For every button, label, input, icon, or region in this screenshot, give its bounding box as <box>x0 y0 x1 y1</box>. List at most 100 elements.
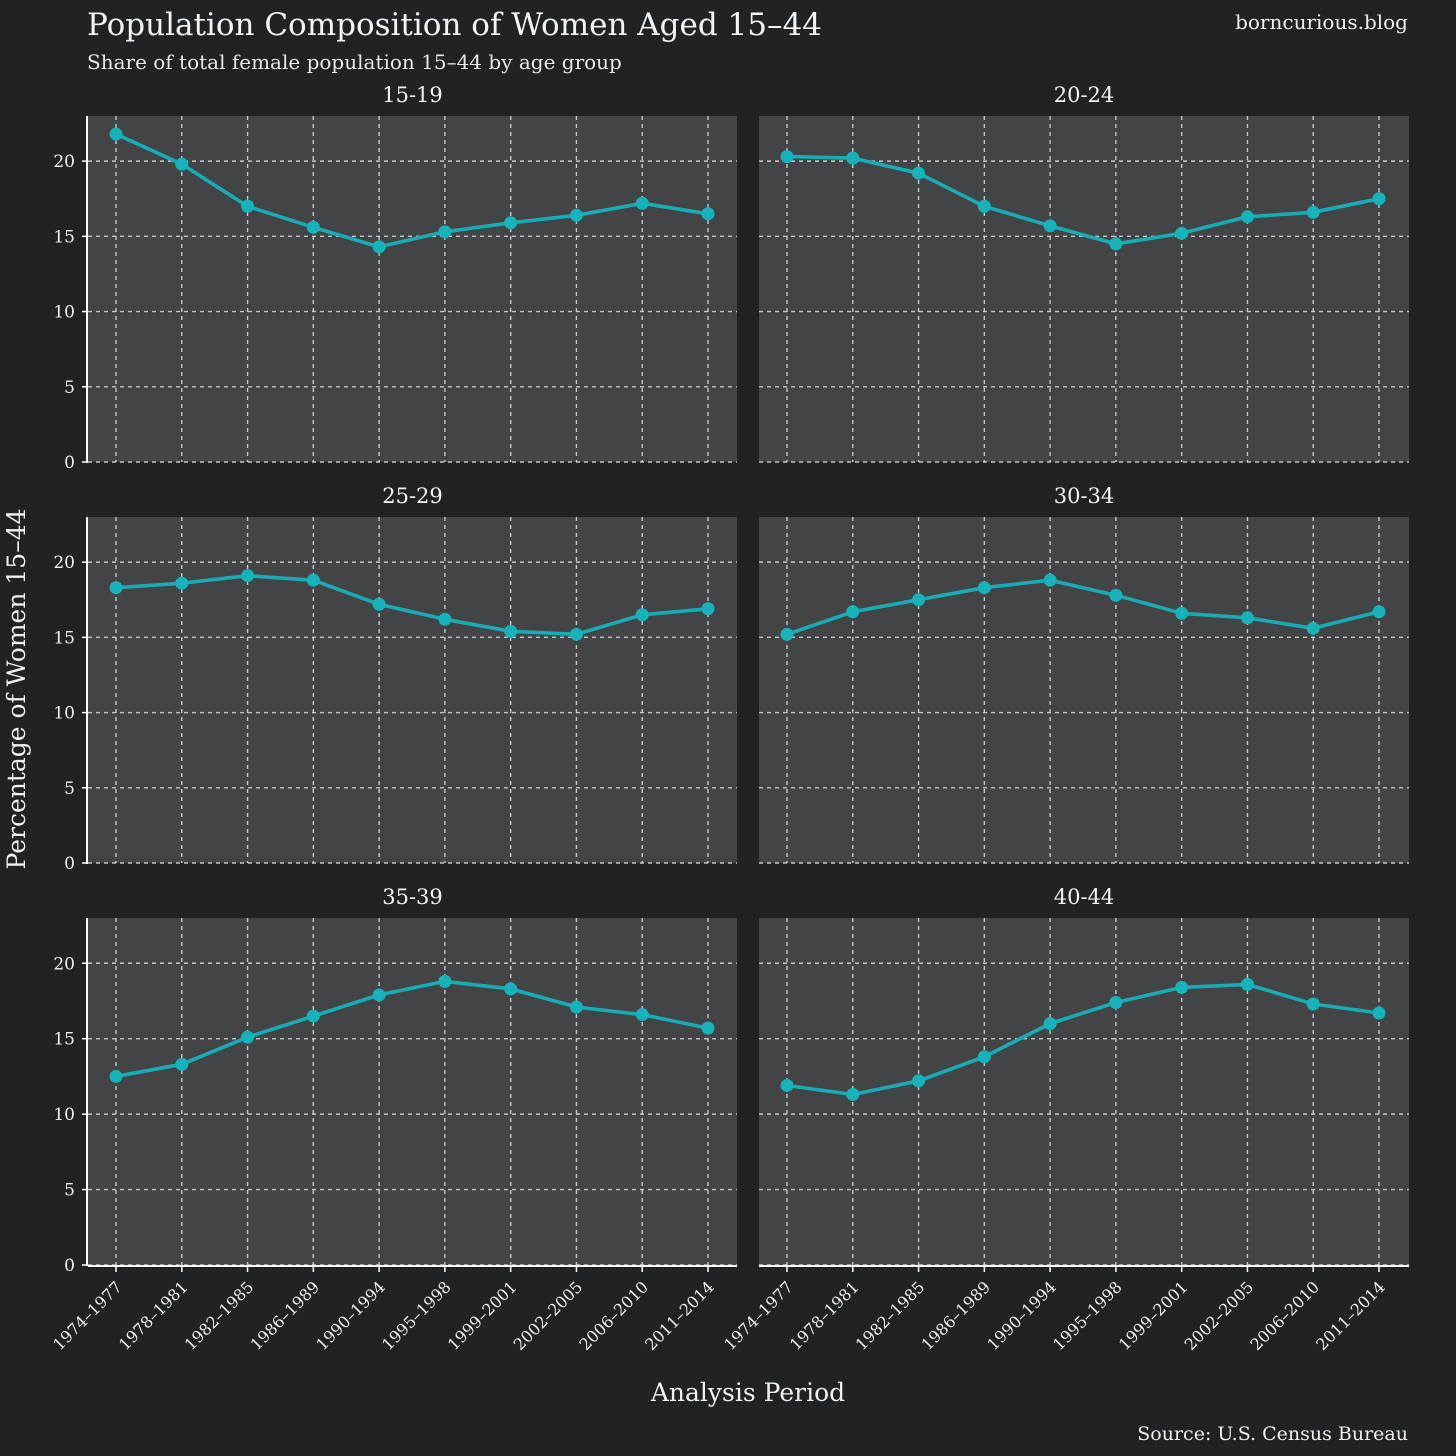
data-point <box>635 196 649 210</box>
data-point <box>241 1030 255 1044</box>
series-line <box>785 982 1381 1097</box>
data-point <box>1043 219 1057 233</box>
data-point <box>109 581 123 595</box>
data-point <box>1372 1006 1386 1020</box>
panel-background <box>759 517 1409 863</box>
y-tick-label: 0 <box>64 453 75 473</box>
data-point <box>569 627 583 641</box>
data-point <box>846 605 860 619</box>
data-point <box>1175 226 1189 240</box>
y-tick-label: 5 <box>64 1181 75 1201</box>
data-point <box>1175 606 1189 620</box>
y-tick-label: 5 <box>64 378 75 398</box>
data-point <box>372 597 386 611</box>
panel-title: 15-19 <box>382 83 443 107</box>
data-point <box>306 220 320 234</box>
brand-label: borncurious.blog <box>1235 10 1408 34</box>
series-line <box>785 578 1381 637</box>
data-point <box>977 581 991 595</box>
x-axis-title: Analysis Period <box>650 1378 845 1407</box>
y-tick-label: 10 <box>53 303 75 323</box>
data-point <box>372 988 386 1002</box>
data-point <box>1240 977 1254 991</box>
series-line <box>114 979 710 1079</box>
panel-title: 30-34 <box>1054 484 1115 508</box>
facet-panels: 15-19 0 5 10 15 20 20-24 25-29 0 5 10 15 20 30-34 35-3… <box>49 83 1409 1354</box>
series-line <box>114 132 710 249</box>
data-point <box>504 982 518 996</box>
panel-20-24: 20-24 <box>759 83 1409 463</box>
data-point <box>1175 980 1189 994</box>
y-tick-label: 0 <box>64 854 75 874</box>
panel-title: 25-29 <box>382 484 443 508</box>
data-point <box>438 612 452 626</box>
y-tick-label: 15 <box>53 227 75 247</box>
series-line <box>114 573 710 637</box>
y-tick-label: 20 <box>53 954 75 974</box>
data-point <box>701 602 715 616</box>
data-point <box>912 166 926 180</box>
data-point <box>912 1074 926 1088</box>
y-axis-title: Percentage of Women 15–44 <box>2 508 31 869</box>
data-point <box>1043 573 1057 587</box>
series-line <box>785 154 1381 246</box>
data-point <box>780 627 794 641</box>
data-point <box>1109 237 1123 251</box>
y-tick-label: 15 <box>53 628 75 648</box>
chart-title: Population Composition of Women Aged 15–… <box>87 7 822 43</box>
data-point <box>504 624 518 638</box>
data-point <box>241 569 255 583</box>
data-point <box>912 593 926 607</box>
data-point <box>1240 611 1254 625</box>
data-point <box>438 225 452 239</box>
data-point <box>241 199 255 213</box>
panel-title: 35-39 <box>382 885 443 909</box>
panel-title: 20-24 <box>1054 83 1115 107</box>
data-point <box>1043 1017 1057 1031</box>
data-point <box>109 1069 123 1083</box>
source-label: Source: U.S. Census Bureau <box>1137 1423 1408 1445</box>
data-point <box>1372 605 1386 619</box>
y-tick-label: 0 <box>64 1256 75 1276</box>
data-point <box>635 1008 649 1022</box>
data-point <box>372 240 386 254</box>
data-point <box>569 208 583 222</box>
data-point <box>175 157 189 171</box>
data-point <box>977 1050 991 1064</box>
panel-background <box>88 918 737 1265</box>
data-point <box>306 1009 320 1023</box>
data-point <box>846 151 860 165</box>
panel-title: 40-44 <box>1054 885 1115 909</box>
panel-30-34: 30-34 <box>759 484 1409 864</box>
y-tick-label: 15 <box>53 1030 75 1050</box>
data-point <box>1306 205 1320 219</box>
data-point <box>306 573 320 587</box>
y-tick-label: 10 <box>53 704 75 724</box>
data-point <box>569 1000 583 1014</box>
data-point <box>780 150 794 164</box>
data-point <box>1372 192 1386 206</box>
data-point <box>1306 997 1320 1011</box>
data-point <box>1240 210 1254 224</box>
data-point <box>977 199 991 213</box>
y-tick-label: 20 <box>53 553 75 573</box>
data-point <box>635 608 649 622</box>
data-point <box>780 1078 794 1092</box>
data-point <box>438 974 452 988</box>
data-point <box>504 216 518 230</box>
panel-25-29: 25-29 0 5 10 15 20 <box>53 484 737 874</box>
chart-subtitle: Share of total female population 15–44 b… <box>87 50 622 74</box>
data-point <box>109 127 123 141</box>
data-point <box>1109 588 1123 602</box>
panel-background <box>88 517 737 863</box>
y-tick-label: 20 <box>53 152 75 172</box>
y-tick-label: 10 <box>53 1105 75 1125</box>
data-point <box>1109 995 1123 1009</box>
data-point <box>701 1021 715 1035</box>
data-point <box>846 1088 860 1102</box>
data-point <box>175 576 189 590</box>
panel-background <box>759 116 1409 462</box>
y-tick-label: 5 <box>64 779 75 799</box>
panel-15-19: 15-19 0 5 10 15 20 <box>53 83 737 473</box>
